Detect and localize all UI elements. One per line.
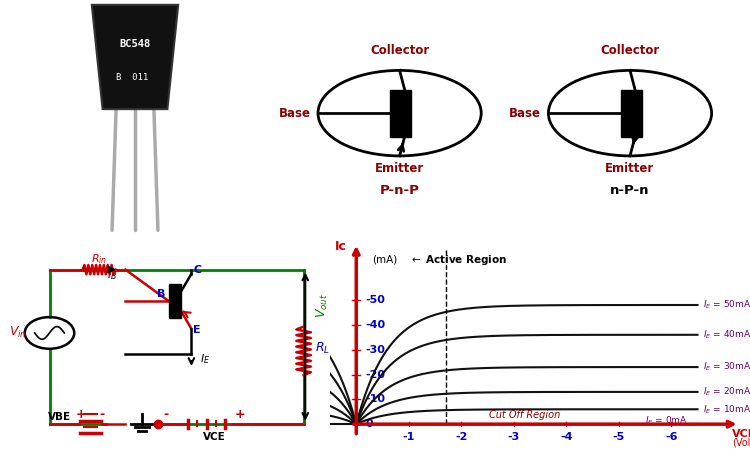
Bar: [390, 90, 412, 136]
Text: $R_{in}$: $R_{in}$: [91, 252, 107, 266]
Polygon shape: [92, 5, 178, 109]
Text: $R_L$: $R_L$: [315, 341, 330, 356]
Text: $\leftarrow$ Active Region: $\leftarrow$ Active Region: [409, 253, 507, 267]
Text: Cut Off Region: Cut Off Region: [489, 410, 560, 420]
Text: $I_E$ = 10mA: $I_E$ = 10mA: [703, 403, 750, 415]
Text: -: -: [164, 409, 169, 422]
Text: Emitter: Emitter: [605, 162, 655, 175]
Text: +: +: [76, 409, 86, 422]
Text: $I_E$: $I_E$: [200, 352, 210, 366]
Text: Collector: Collector: [370, 44, 429, 57]
Text: Ic: Ic: [334, 240, 346, 253]
Text: B  011: B 011: [116, 73, 148, 82]
Text: VBE: VBE: [48, 412, 71, 423]
Text: +: +: [234, 409, 245, 422]
Text: -3: -3: [508, 431, 520, 442]
Bar: [620, 90, 642, 136]
Text: B: B: [157, 289, 165, 299]
Text: n-P-n: n-P-n: [610, 184, 650, 197]
Text: (Volt): (Volt): [732, 437, 750, 447]
Text: $V_{out}$: $V_{out}$: [315, 293, 330, 318]
Text: P-n-P: P-n-P: [380, 184, 419, 197]
Text: $I_E$ = 30mA: $I_E$ = 30mA: [703, 361, 750, 373]
Text: BC548: BC548: [119, 39, 151, 48]
Text: $V_{in}$: $V_{in}$: [9, 326, 27, 340]
Text: -4: -4: [560, 431, 572, 442]
Text: -10: -10: [366, 394, 386, 405]
Text: VCB: VCB: [732, 429, 750, 439]
Text: (mA): (mA): [373, 255, 398, 265]
Text: -1: -1: [403, 431, 415, 442]
Text: Base: Base: [279, 107, 310, 119]
Text: $I_B$: $I_B$: [107, 268, 117, 282]
Text: VCE: VCE: [203, 432, 226, 442]
Text: $I_E$ = 50mA: $I_E$ = 50mA: [703, 299, 750, 311]
Text: -40: -40: [366, 320, 386, 330]
Text: $I_E$ = 0mA: $I_E$ = 0mA: [645, 414, 688, 427]
Text: -30: -30: [366, 345, 386, 355]
Text: -6: -6: [665, 431, 677, 442]
Text: Emitter: Emitter: [375, 162, 424, 175]
Text: Base: Base: [509, 107, 542, 119]
Text: Collector: Collector: [600, 44, 660, 57]
Text: -5: -5: [613, 431, 625, 442]
Bar: [169, 284, 181, 318]
Text: -2: -2: [455, 431, 467, 442]
Text: $I_E$ = 20mA: $I_E$ = 20mA: [703, 386, 750, 398]
Text: -50: -50: [366, 295, 386, 305]
Text: -20: -20: [366, 370, 386, 379]
Text: C: C: [193, 265, 201, 275]
Text: -: -: [99, 409, 104, 422]
Text: $I_E$ = 40mA: $I_E$ = 40mA: [703, 329, 750, 341]
Text: 0: 0: [366, 419, 374, 429]
Text: E: E: [193, 325, 201, 335]
